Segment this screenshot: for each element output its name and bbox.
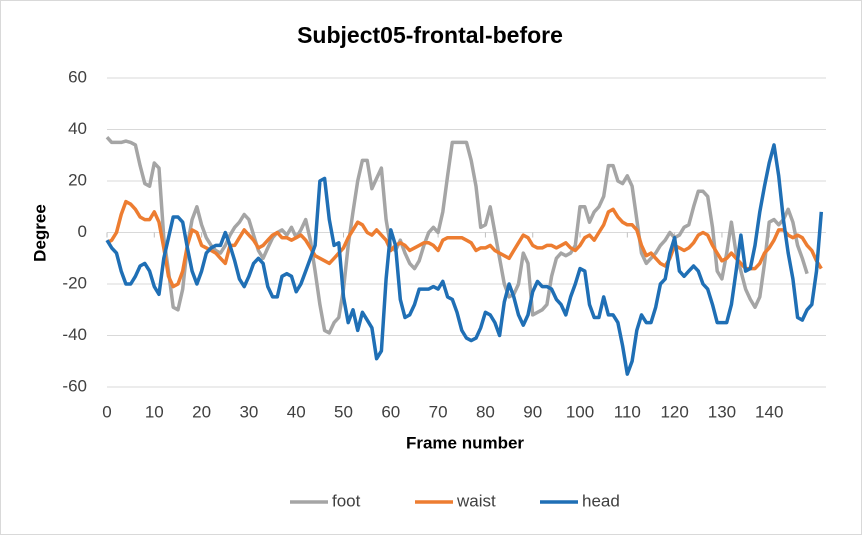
y-tick-label: 60 <box>68 67 87 86</box>
x-tick-label: 120 <box>660 402 688 421</box>
x-tick-label: 100 <box>566 402 594 421</box>
y-tick-label: 20 <box>68 170 87 189</box>
x-tick-label: 140 <box>755 402 783 421</box>
x-tick-label: 30 <box>239 402 258 421</box>
x-tick-label: 90 <box>523 402 542 421</box>
x-tick-label: 130 <box>708 402 736 421</box>
x-tick-label: 0 <box>102 402 111 421</box>
x-tick-label: 70 <box>429 402 448 421</box>
x-tick-label: 60 <box>381 402 400 421</box>
line-waist <box>106 199 823 289</box>
y-tick-label: -20 <box>62 273 87 292</box>
x-tick-label: 80 <box>476 402 495 421</box>
x-tick-label: 10 <box>145 402 164 421</box>
y-axis-title: Degree <box>30 204 49 262</box>
line-foot <box>105 136 809 335</box>
y-tick-label: -40 <box>62 325 87 344</box>
legend-label: head <box>582 491 620 510</box>
x-tick-label: 40 <box>287 402 306 421</box>
x-tick-label: 20 <box>192 402 211 421</box>
y-tick-label: 40 <box>68 119 87 138</box>
line-head <box>105 143 824 376</box>
x-axis-title: Frame number <box>406 433 524 452</box>
y-tick-label: 0 <box>78 222 87 241</box>
legend-label: foot <box>332 491 361 510</box>
y-tick-label: -60 <box>62 376 87 395</box>
x-tick-label: 50 <box>334 402 353 421</box>
chart-title: Subject05-frontal-before <box>297 22 563 48</box>
legend-label: waist <box>456 491 496 510</box>
x-tick-label: 110 <box>614 402 641 421</box>
